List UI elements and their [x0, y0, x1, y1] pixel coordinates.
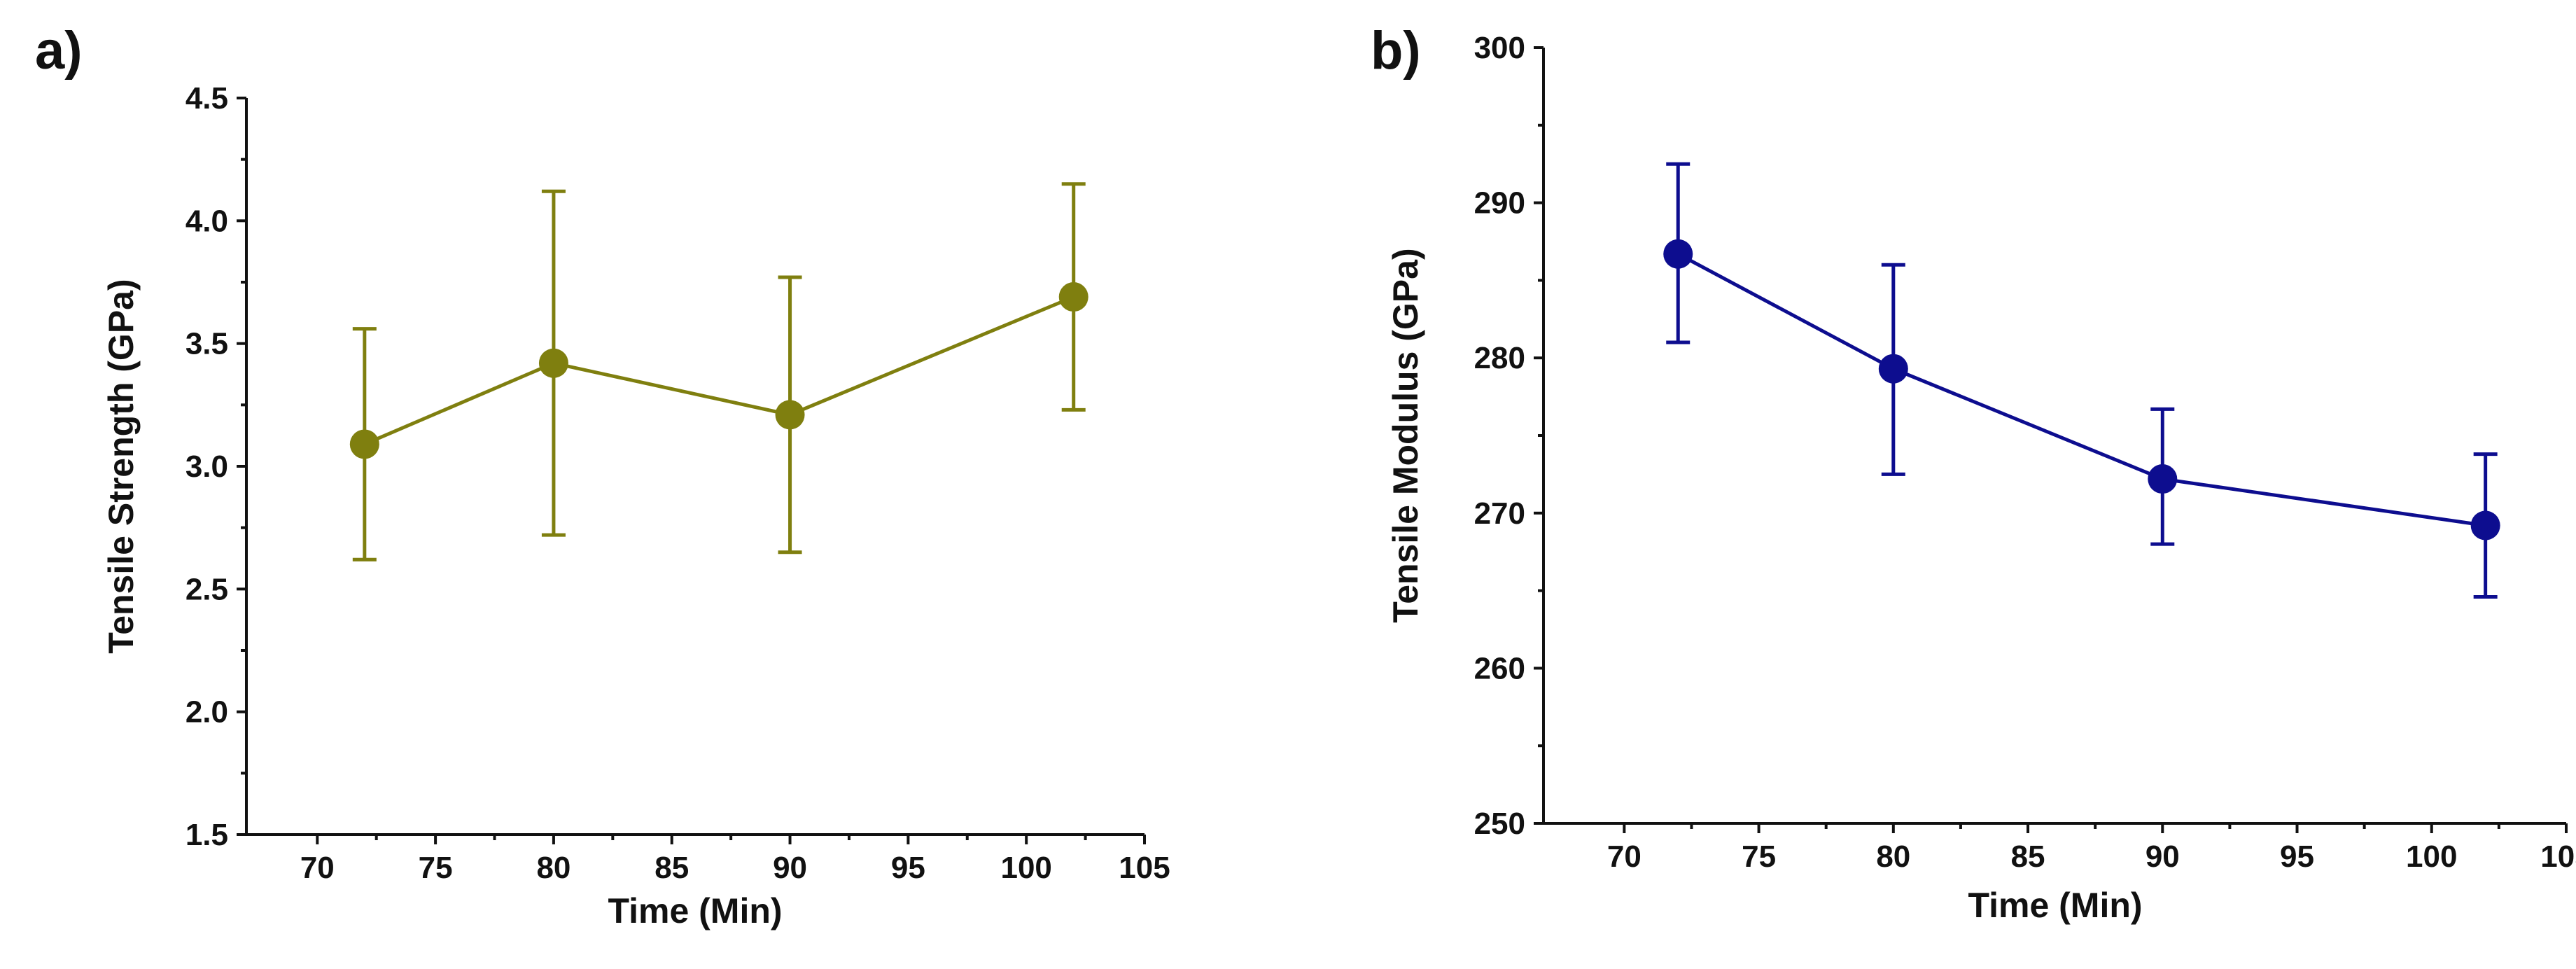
- y-tick-label: 300: [1474, 31, 1525, 65]
- panel-a-series-line: [363, 295, 1074, 446]
- y-tick-label: 260: [1474, 651, 1525, 685]
- x-tick-label: 70: [300, 851, 335, 885]
- x-tick-label: 95: [2280, 839, 2314, 874]
- y-tick-label: 2.0: [186, 695, 228, 730]
- data-point: [775, 400, 805, 430]
- x-tick-label: 90: [773, 851, 807, 885]
- panel-a-x-ticks: 70 75 80 85 90 95 100 105: [300, 835, 1170, 885]
- data-point: [2470, 510, 2500, 541]
- x-tick-label: 90: [2146, 839, 2180, 874]
- y-tick-label: 270: [1474, 496, 1525, 531]
- x-tick-label: 85: [654, 851, 689, 885]
- x-tick-label: 105: [2540, 839, 2576, 874]
- y-tick-label: 3.5: [186, 327, 228, 361]
- panel-a-data-points: [349, 282, 1088, 459]
- panel-b-error-bars: [1666, 162, 2498, 599]
- x-tick-label: 75: [419, 851, 453, 885]
- panel-a-label: a): [35, 21, 83, 81]
- panel-a-y-ticks: 1.5 2.0 2.5 3.0 3.5 4.0 4.5: [186, 81, 246, 852]
- panel-a-axes: [245, 98, 1144, 836]
- panel-b-y-ticks: 250 260 270 280 290 300: [1474, 31, 1544, 841]
- panel-b-xlabel: Time (Min): [1968, 886, 2142, 925]
- panel-b-ylabel: Tensile Modulus (GPa): [1386, 248, 1425, 622]
- panel-a-ylabel: Tensile Strength (GPa): [102, 279, 141, 653]
- x-tick-label: 95: [891, 851, 925, 885]
- panel-b-tensile-modulus: b) 250 260 270 280 290 300 70 75 80 85 90 95 100 105…: [1371, 21, 2576, 925]
- data-point: [2148, 464, 2178, 494]
- panel-b-x-ticks: 70 75 80 85 90 95 100 105: [1607, 823, 2576, 874]
- y-tick-label: 1.5: [186, 818, 228, 852]
- y-tick-label: 250: [1474, 807, 1525, 841]
- data-point: [538, 348, 568, 378]
- y-tick-label: 3.0: [186, 449, 228, 484]
- y-tick-label: 4.0: [186, 204, 228, 238]
- data-point: [1878, 354, 1908, 384]
- data-point: [349, 429, 379, 459]
- panel-a-tensile-strength: a) 1.5 2.0 2.5 3.0 3.5 4.0 4.5 70 75 80 85 90 95 100…: [35, 21, 1170, 930]
- data-point: [1663, 239, 1693, 269]
- y-tick-label: 4.5: [186, 81, 228, 116]
- y-tick-label: 290: [1474, 186, 1525, 221]
- data-point: [1058, 282, 1088, 312]
- panel-a-error-bars: [352, 182, 1086, 562]
- y-tick-label: 2.5: [186, 572, 228, 606]
- panel-b-label: b): [1371, 21, 1421, 81]
- x-tick-label: 75: [1742, 839, 1776, 874]
- x-tick-label: 70: [1607, 839, 1642, 874]
- x-tick-label: 80: [1876, 839, 1910, 874]
- panel-a-xlabel: Time (Min): [608, 891, 782, 930]
- x-tick-label: 100: [2406, 839, 2457, 874]
- x-tick-label: 80: [536, 851, 570, 885]
- y-tick-label: 280: [1474, 341, 1525, 375]
- x-tick-label: 85: [2011, 839, 2045, 874]
- x-tick-label: 105: [1119, 851, 1170, 885]
- panel-b-series-line: [1677, 252, 2486, 528]
- panel-b-data-points: [1663, 239, 2500, 541]
- x-tick-label: 100: [1000, 851, 1051, 885]
